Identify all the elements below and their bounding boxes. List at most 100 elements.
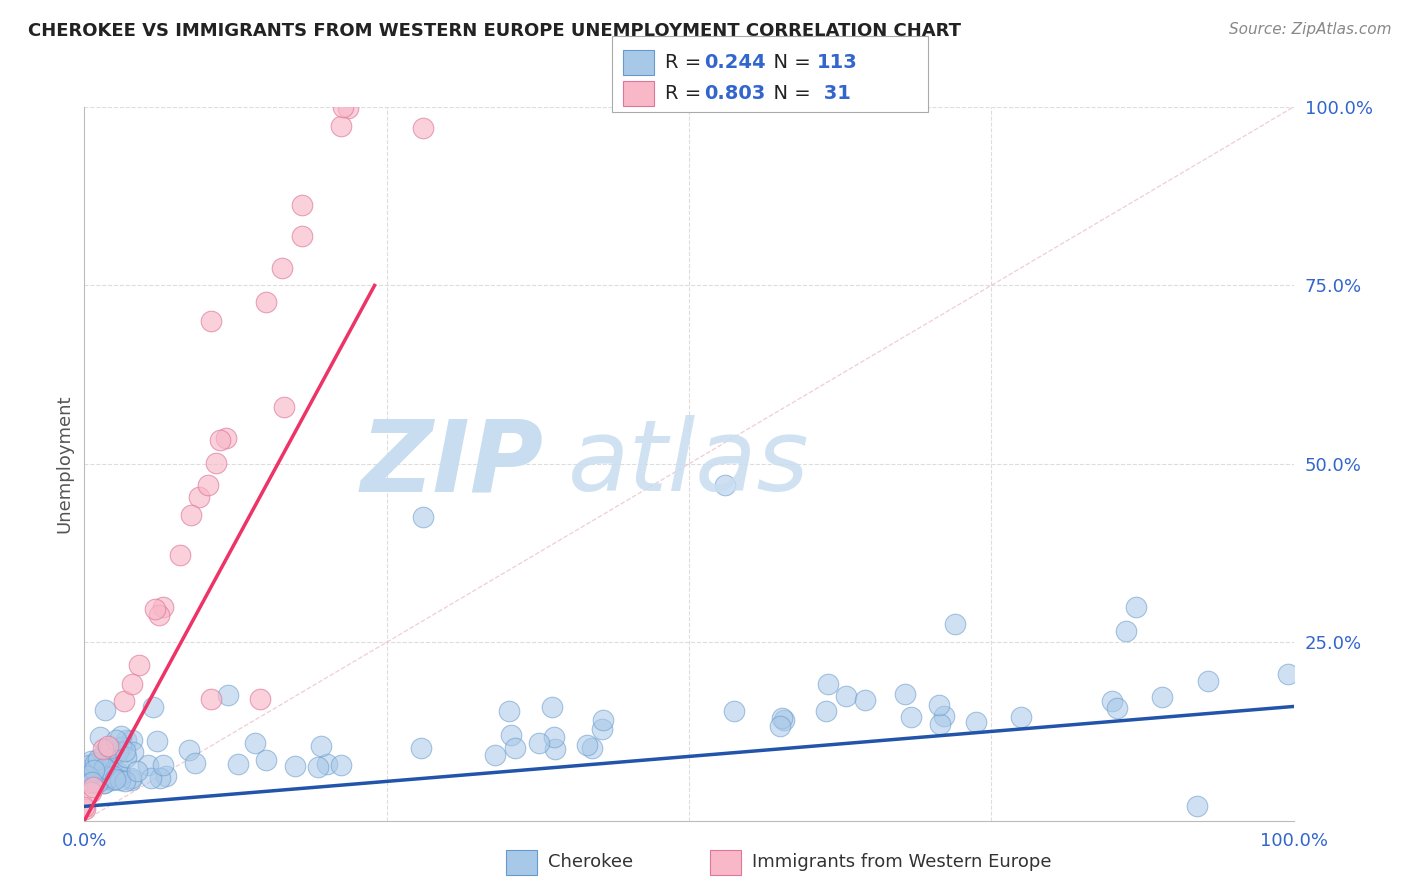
Text: CHEROKEE VS IMMIGRANTS FROM WESTERN EUROPE UNEMPLOYMENT CORRELATION CHART: CHEROKEE VS IMMIGRANTS FROM WESTERN EURO… [28,22,962,40]
Point [900,710,922,724]
Point [188,491,211,505]
Point [177,743,200,757]
Point [1185,799,1208,814]
Point [93,776,115,790]
Point [98,741,121,756]
Point [115,733,138,747]
Point [121,733,143,747]
Point [291,198,314,212]
Point [93,744,115,758]
Point [120,773,142,788]
Text: ZIP: ZIP [361,416,544,512]
Point [1150,690,1173,705]
Point [120,771,142,785]
Point [77,776,100,790]
Point [197,478,219,492]
Point [155,769,177,783]
Point [256,753,278,767]
Point [1277,666,1299,681]
Point [76,772,98,787]
Point [893,687,915,701]
Point [114,744,136,758]
Point [82,775,104,789]
Point [128,658,150,673]
Point [76,769,98,783]
Point [773,713,796,727]
Point [148,608,170,623]
Point [90,763,112,777]
Point [86,752,108,766]
Text: 0.803: 0.803 [704,84,766,103]
Point [254,295,277,310]
Point [200,692,222,706]
Point [87,775,110,789]
Point [80,785,103,799]
Point [309,739,332,753]
Point [815,704,838,718]
Point [97,772,120,786]
Text: Cherokee: Cherokee [548,853,634,871]
Point [83,775,105,789]
Point [540,700,562,714]
Point [723,704,745,718]
Point [544,742,567,756]
Point [122,745,145,759]
Point [184,756,207,771]
Point [112,694,135,708]
Point [141,771,163,785]
Y-axis label: Unemployment: Unemployment [55,394,73,533]
Point [770,710,793,724]
Point [83,763,105,777]
Point [332,100,354,114]
Point [80,768,103,782]
Point [87,755,110,769]
Point [152,758,174,772]
Point [89,764,111,778]
Point [243,736,266,750]
Point [1125,599,1147,614]
Point [97,765,120,780]
Point [98,770,121,784]
Point [209,433,232,447]
Point [543,730,565,744]
Text: atlas: atlas [568,416,810,512]
Point [98,752,121,766]
Point [249,692,271,706]
Point [146,733,169,747]
Point [817,677,839,691]
Point [835,689,858,703]
Point [217,689,239,703]
Point [714,478,737,492]
Point [928,698,950,712]
Point [204,456,226,470]
Text: 113: 113 [817,54,858,72]
Point [499,728,522,742]
Point [581,741,603,756]
Point [180,508,202,523]
Point [928,716,950,731]
Point [575,738,598,752]
Point [86,771,108,785]
Point [80,754,103,768]
Point [591,723,613,737]
Text: N =: N = [761,84,817,103]
Point [136,757,159,772]
Point [529,736,551,750]
Point [94,703,117,717]
Point [94,765,117,780]
Point [330,758,353,772]
Point [853,693,876,707]
Point [87,766,110,780]
Point [83,756,105,770]
Point [503,740,526,755]
Point [100,750,122,764]
Point [143,602,166,616]
Point [1115,624,1137,638]
Point [484,747,506,762]
Point [94,751,117,765]
Point [89,730,111,744]
Point [115,750,138,764]
Point [943,617,966,632]
Point [75,802,97,816]
Point [93,757,115,772]
